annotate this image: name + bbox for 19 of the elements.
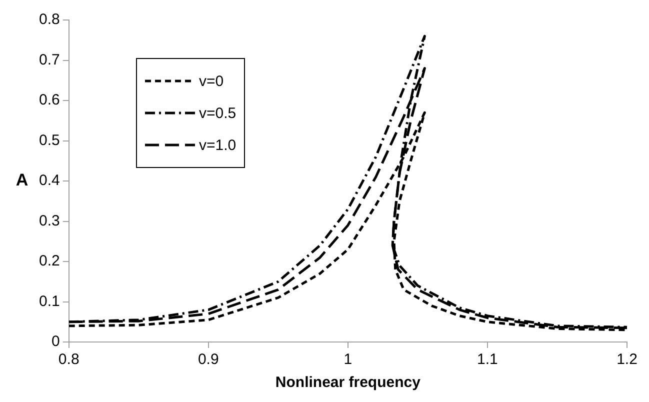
y-tick-label: 0.4 <box>38 172 60 190</box>
y-tick-label: 0.1 <box>38 292 60 310</box>
y-tick-label: 0.3 <box>38 212 60 230</box>
x-tick-label: 1 <box>344 351 352 368</box>
y-tick-label: 0.2 <box>38 252 60 270</box>
y-tick-label: 0.7 <box>38 51 60 68</box>
y-tick-label: 0.6 <box>38 92 60 109</box>
x-tick-label: 1.2 <box>616 351 638 368</box>
x-axis-title: Nonlinear frequency <box>275 374 422 392</box>
x-tick-label: 1.1 <box>477 351 498 368</box>
y-tick-label: 0.8 <box>38 11 60 28</box>
x-tick-label: 0.9 <box>198 351 219 368</box>
y-axis-title: A <box>16 170 28 190</box>
y-tick-label: 0 <box>52 333 60 350</box>
legend-label: v=0.5 <box>199 104 236 122</box>
legend-label: v=0 <box>199 72 224 90</box>
x-tick-label: 0.8 <box>58 351 80 368</box>
y-tick-label: 0.5 <box>38 132 60 149</box>
legend-label: v=1.0 <box>199 136 236 154</box>
